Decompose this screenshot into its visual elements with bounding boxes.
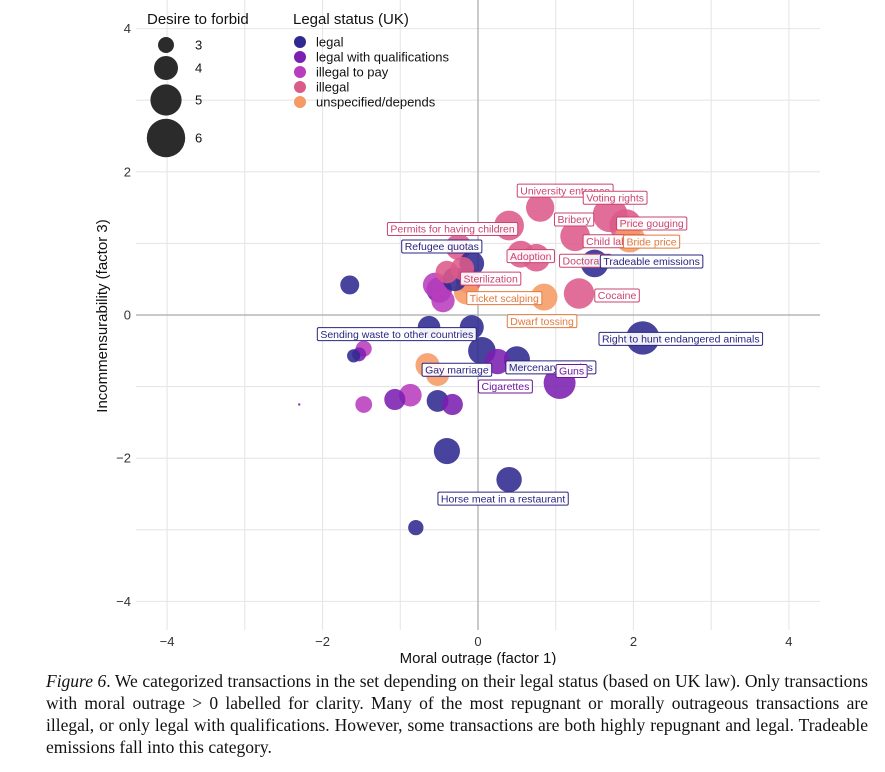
- point-label: Permits for having children: [386, 221, 519, 236]
- figure-caption: Figure 6. We categorized transactions in…: [46, 670, 868, 758]
- data-point: [431, 289, 455, 313]
- svg-text:Cocaine: Cocaine: [598, 290, 637, 302]
- data-point: [526, 193, 555, 222]
- point-label: Tradeable emissions: [599, 254, 704, 269]
- color-legend-label: legal: [316, 35, 344, 50]
- svg-text:Adoption: Adoption: [510, 251, 552, 263]
- size-legend-swatch: [150, 84, 182, 116]
- svg-text:Cigarettes: Cigarettes: [482, 381, 530, 393]
- point-label: Sterilization: [460, 271, 522, 286]
- size-legend-label: 5: [195, 93, 202, 108]
- point-label: Cocaine: [594, 288, 640, 303]
- point-label: Adoption: [506, 249, 555, 264]
- point-label: Gay marriage: [421, 362, 493, 377]
- x-tick-labels: −4 −2 0 2 4: [160, 634, 793, 649]
- svg-text:Guns: Guns: [559, 366, 584, 378]
- data-point: [496, 466, 522, 493]
- size-legend-label: 3: [195, 38, 202, 53]
- x-tick-label: 4: [785, 634, 792, 649]
- color-legend-label: legal with qualifications: [316, 50, 449, 65]
- point-label: Right to hunt endangered animals: [598, 331, 764, 346]
- color-legend-swatch: [294, 36, 306, 48]
- data-point: [441, 393, 463, 416]
- svg-text:Sending waste to other countri: Sending waste to other countries: [320, 329, 473, 341]
- scatter-chart: Permits for having children Refugee quota…: [94, 0, 820, 665]
- svg-text:Bribery: Bribery: [557, 214, 591, 226]
- color-legend-swatch: [294, 81, 306, 93]
- data-point: [298, 403, 301, 406]
- point-label: Ticket scalping: [466, 291, 543, 306]
- size-legend-title: Desire to forbid: [147, 11, 249, 28]
- color-legend-label: illegal to pay: [316, 65, 389, 80]
- point-label: Guns: [555, 364, 588, 379]
- point-label: Bride price: [622, 234, 681, 249]
- caption-text: . We categorized transactions in the set…: [46, 671, 868, 757]
- data-point: [384, 388, 406, 411]
- svg-text:Right to hunt endangered anima: Right to hunt endangered animals: [602, 334, 760, 346]
- data-point: [563, 278, 595, 309]
- color-legend-label: unspecified/depends: [316, 95, 436, 110]
- size-legend: Desire to forbid 3 4 5 6: [146, 11, 249, 158]
- svg-text:Tradeable emissions: Tradeable emissions: [603, 256, 700, 268]
- point-label: Dwarf tossing: [506, 314, 578, 329]
- x-tick-label: 0: [474, 634, 481, 649]
- size-legend-label: 4: [195, 61, 202, 76]
- color-legend-label: illegal: [316, 80, 349, 95]
- color-legend-swatch: [294, 66, 306, 78]
- point-labels: Permits for having children Refugee quota…: [316, 183, 764, 506]
- point-label: Cigarettes: [478, 379, 533, 394]
- y-tick-label: 4: [124, 21, 131, 36]
- point-label: Voting rights: [582, 190, 648, 205]
- size-legend-label: 6: [195, 131, 202, 146]
- svg-text:Horse meat in a restaurant: Horse meat in a restaurant: [441, 493, 565, 505]
- x-tick-label: 2: [630, 634, 637, 649]
- y-tick-label: 0: [124, 308, 131, 323]
- data-point: [347, 349, 361, 363]
- svg-text:Ticket scalping: Ticket scalping: [470, 293, 539, 305]
- data-point: [408, 519, 424, 536]
- svg-text:Bride price: Bride price: [626, 236, 676, 248]
- data-point: [560, 221, 591, 252]
- point-label: Bribery: [553, 212, 595, 227]
- svg-text:Doctorate: Doctorate: [563, 255, 609, 267]
- svg-text:Price gouging: Price gouging: [620, 218, 684, 230]
- point-label: Doctorate: [559, 253, 612, 268]
- data-point: [433, 437, 460, 465]
- data-point: [340, 275, 360, 295]
- size-legend-swatch: [154, 56, 178, 80]
- y-tick-label: −4: [116, 594, 131, 609]
- point-label: Horse meat in a restaurant: [437, 491, 569, 506]
- color-legend-title: Legal status (UK): [293, 11, 409, 28]
- y-axis-label: Incommensurability (factor 3): [94, 219, 111, 412]
- data-point: [435, 260, 459, 284]
- x-tick-label: −4: [160, 634, 175, 649]
- y-tick-labels: 4 2 0 −2 −4: [116, 21, 131, 609]
- point-label: Sending waste to other countries: [316, 327, 477, 342]
- size-legend-swatch: [146, 118, 186, 158]
- figure-label: Figure 6: [46, 671, 107, 691]
- svg-text:Sterilization: Sterilization: [464, 273, 518, 285]
- point-label: Price gouging: [616, 216, 688, 231]
- y-tick-label: −2: [116, 451, 131, 466]
- grid: [136, 0, 820, 630]
- svg-text:Voting rights: Voting rights: [586, 192, 644, 204]
- x-axis-label: Moral outrage (factor 1): [400, 650, 557, 665]
- svg-text:Permits for having children: Permits for having children: [390, 224, 514, 236]
- x-tick-label: −2: [315, 634, 330, 649]
- point-label: Refugee quotas: [401, 239, 483, 254]
- y-tick-label: 2: [124, 164, 131, 179]
- svg-text:Gay marriage: Gay marriage: [425, 364, 489, 376]
- svg-text:Refugee quotas: Refugee quotas: [405, 241, 479, 253]
- color-legend-swatch: [294, 96, 306, 108]
- color-legend-swatch: [294, 51, 306, 63]
- data-point: [355, 396, 373, 413]
- svg-text:Dwarf tossing: Dwarf tossing: [510, 316, 574, 328]
- size-legend-swatch: [158, 37, 174, 53]
